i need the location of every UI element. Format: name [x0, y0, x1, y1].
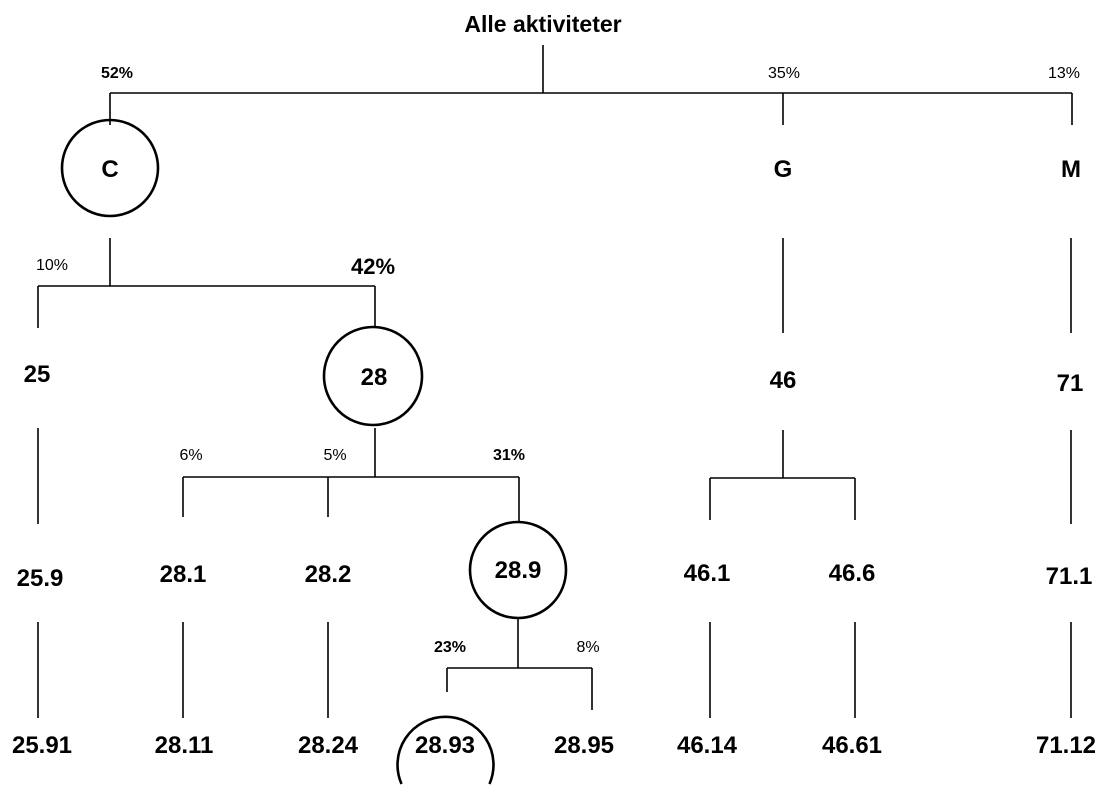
node-25-91: 25.91: [12, 732, 72, 759]
leaf-connectors: [37, 622, 1072, 718]
share-label-28-95: 8%: [576, 639, 599, 656]
node-71: 71: [1057, 370, 1084, 397]
node-28-9: 28.9: [495, 557, 542, 584]
diagram-title: Alle aktiviteter: [464, 11, 621, 37]
share-label-28: 42%: [351, 254, 395, 279]
n28-connectors: [182, 428, 520, 522]
node-28-1: 28.1: [160, 561, 207, 588]
node-25-9: 25.9: [17, 565, 64, 592]
node-28-2: 28.2: [305, 561, 352, 588]
node-46-6: 46.6: [829, 560, 876, 587]
node-circle-28-93: [396, 715, 495, 785]
share-label-25: 10%: [36, 257, 68, 274]
node-c: C: [101, 156, 118, 183]
node-g: G: [774, 156, 793, 183]
share-label-28-1: 6%: [179, 447, 202, 464]
node-71-1: 71.1: [1046, 563, 1093, 590]
node-circle-28: [322, 325, 424, 427]
node-28-24: 28.24: [298, 732, 359, 759]
node-46-61: 46.61: [822, 732, 882, 759]
node-28-95: 28.95: [554, 732, 614, 759]
n28-9-connectors: [446, 619, 593, 710]
share-label-28-93: 23%: [434, 639, 466, 656]
node-46: 46: [770, 367, 797, 394]
node-46-14: 46.14: [677, 732, 738, 759]
share-label-g: 35%: [768, 65, 800, 82]
node-71-12: 71.12: [1036, 732, 1096, 759]
root-connectors: [109, 45, 1073, 125]
node-28-11: 28.11: [155, 732, 214, 759]
node-28: 28: [361, 364, 388, 391]
share-label-28-2: 5%: [323, 447, 346, 464]
n46-connectors: [709, 430, 856, 520]
share-label-c: 52%: [101, 65, 133, 82]
node-28-93: 28.93: [415, 732, 475, 759]
share-label-28-9: 31%: [493, 447, 525, 464]
node-46-1: 46.1: [684, 560, 731, 587]
c-connectors: [37, 238, 376, 328]
node-circle-c: [60, 118, 160, 218]
node-m: M: [1061, 156, 1081, 183]
share-label-m: 13%: [1048, 65, 1080, 82]
node-circle-28-9: [468, 520, 568, 620]
node-25: 25: [24, 361, 51, 388]
